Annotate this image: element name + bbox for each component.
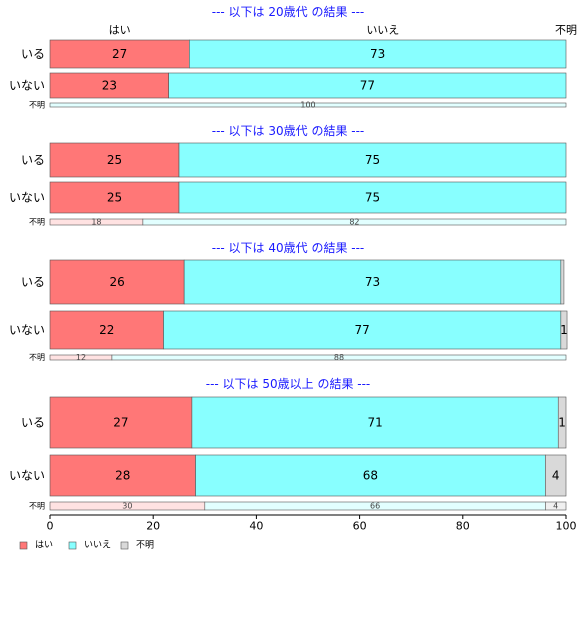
bar-value-label: 12 bbox=[76, 353, 86, 362]
bar-segment-no bbox=[111, 354, 567, 361]
top-label-1: いいえ bbox=[366, 24, 399, 37]
row-label: 不明 bbox=[29, 353, 45, 362]
bar-value-label: 28 bbox=[115, 469, 130, 483]
bar-value-label: 77 bbox=[355, 323, 370, 337]
bar-value-label: 73 bbox=[365, 275, 380, 289]
bar-value-label: 4 bbox=[552, 469, 560, 483]
bar-value-label: 25 bbox=[107, 191, 122, 205]
bar-segment-no bbox=[183, 259, 562, 305]
bar-value-label: 26 bbox=[109, 275, 124, 289]
bar-value-label: 27 bbox=[113, 416, 128, 430]
bar-value-label: 68 bbox=[363, 469, 378, 483]
top-label-0: はい bbox=[109, 24, 131, 37]
panel-title: --- 以下は 50歳以上 の結果 --- bbox=[206, 377, 371, 391]
bar-value-label: 1 bbox=[560, 323, 568, 337]
bar-value-label: 22 bbox=[99, 323, 114, 337]
x-tick-label: 100 bbox=[556, 520, 577, 533]
legend-label: はい bbox=[35, 540, 53, 551]
bar-segment-no bbox=[49, 102, 567, 108]
bar-value-label: 75 bbox=[365, 191, 380, 205]
bar-segment-yes bbox=[49, 181, 180, 214]
legend-label: いいえ bbox=[84, 540, 111, 551]
bar-value-label: 30 bbox=[122, 502, 132, 511]
bar-segment-yes bbox=[49, 310, 164, 350]
bar-value-label: 100 bbox=[300, 101, 315, 110]
bar-value-label: 88 bbox=[334, 353, 344, 362]
bar-value-label: 1 bbox=[558, 416, 566, 430]
row-label: いる bbox=[21, 153, 45, 167]
bar-segment-unknown bbox=[557, 396, 567, 449]
bar-value-label: 71 bbox=[367, 416, 382, 430]
bar-value-label: 82 bbox=[349, 218, 359, 227]
bar-value-label: 27 bbox=[112, 47, 127, 61]
bar-segment-no bbox=[191, 396, 559, 449]
bar-segment-yes bbox=[49, 142, 180, 178]
legend-swatch-yes bbox=[19, 541, 28, 550]
panel-title: --- 以下は 40歳代 の結果 --- bbox=[212, 241, 365, 255]
bar-segment-unknown bbox=[545, 501, 567, 511]
bar-value-label: 25 bbox=[107, 153, 122, 167]
row-label: 不明 bbox=[29, 101, 45, 110]
bar-value-label: 4 bbox=[553, 502, 558, 511]
bar-segment-no bbox=[189, 39, 567, 69]
bar-value-label: 73 bbox=[370, 47, 385, 61]
row-label: 不明 bbox=[29, 218, 45, 227]
bar-segment-no bbox=[195, 454, 546, 497]
panel-title: --- 以下は 30歳代 の結果 --- bbox=[212, 124, 365, 138]
bar-segment-no bbox=[142, 218, 567, 226]
bar-segment-yes bbox=[49, 396, 193, 449]
bar-segment-yes bbox=[49, 454, 196, 497]
bar-segment-no bbox=[168, 72, 567, 99]
bar-segment-unknown bbox=[560, 310, 568, 350]
row-label: 不明 bbox=[29, 502, 45, 511]
row-label: いる bbox=[21, 275, 45, 289]
x-tick-label: 40 bbox=[249, 520, 263, 533]
bar-value-label: 18 bbox=[91, 218, 101, 227]
bar-segment-unknown bbox=[545, 454, 567, 497]
legend-swatch-unknown bbox=[120, 541, 129, 550]
bar-segment-yes bbox=[49, 39, 190, 69]
bar-value-label: 77 bbox=[360, 79, 375, 93]
bar-segment-no bbox=[178, 142, 567, 178]
bar-value-label: 66 bbox=[370, 502, 380, 511]
x-tick-label: 80 bbox=[456, 520, 470, 533]
bar-segment-no bbox=[178, 181, 567, 214]
bar-value-label: 75 bbox=[365, 153, 380, 167]
legend-swatch-no bbox=[68, 541, 77, 550]
bar-value-label: 23 bbox=[102, 79, 117, 93]
x-tick-label: 60 bbox=[353, 520, 367, 533]
row-label: いない bbox=[9, 323, 45, 337]
bar-segment-yes bbox=[49, 259, 185, 305]
x-tick-label: 20 bbox=[146, 520, 160, 533]
row-label: いない bbox=[9, 469, 45, 483]
x-tick-label: 0 bbox=[47, 520, 54, 533]
row-label: いる bbox=[21, 47, 45, 61]
row-label: いる bbox=[21, 416, 45, 430]
panel-title: --- 以下は 20歳代 の結果 --- bbox=[212, 5, 365, 19]
row-label: いない bbox=[9, 191, 45, 205]
legend-label: 不明 bbox=[136, 540, 154, 551]
top-label-2: 不明 bbox=[555, 24, 577, 37]
bar-segment-yes bbox=[49, 72, 169, 99]
bar-segment-unknown bbox=[560, 259, 565, 305]
row-label: いない bbox=[9, 79, 45, 93]
